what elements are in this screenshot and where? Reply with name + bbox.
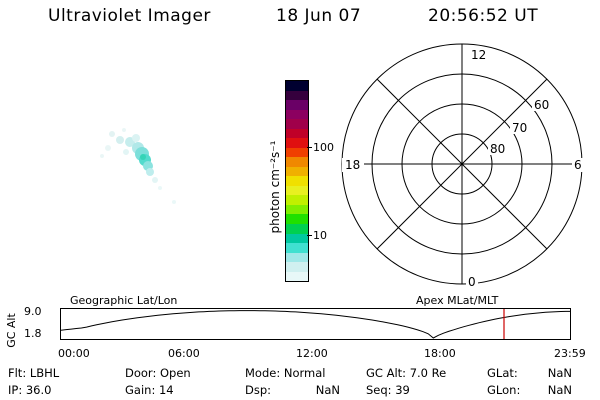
instrument-title: Ultraviolet Imager [48, 6, 211, 26]
aurora-image [100, 128, 176, 204]
xtick-label: 18:00 [424, 347, 456, 360]
colorbar-tick-major [307, 147, 312, 148]
colorbar-tick-major [307, 235, 312, 236]
ytick-label: 1.8 [24, 327, 42, 340]
mlt-label-18: 18 [345, 158, 360, 172]
info-gain: Gain: 14 [125, 383, 174, 397]
colorbar-band [286, 252, 308, 263]
colorbar-band [286, 214, 308, 224]
timeline-ylabel: GC Alt [4, 313, 18, 348]
colorbar-band [286, 81, 308, 91]
colorbar-band [286, 223, 308, 234]
xtick-label: 23:59 [554, 347, 586, 360]
lat-label-80: 80 [490, 142, 505, 156]
lat-label-60: 60 [534, 98, 549, 112]
colorbar-band [286, 128, 308, 139]
polar-plot: 12 18 6 0 60 70 80 [341, 43, 586, 289]
geographic-title: Geographic Lat/Lon [70, 294, 178, 307]
info-glon: GLon: NaN [487, 383, 572, 397]
info-mode: Mode: Normal [245, 366, 326, 380]
colorbar-band [286, 271, 308, 281]
colorbar-band [286, 195, 308, 205]
colorbar [285, 80, 309, 282]
colorbar-band [286, 185, 308, 196]
ytick-label: 9.0 [24, 305, 42, 318]
mlt-label-0: 0 [468, 275, 476, 289]
info-door: Door: Open [125, 366, 191, 380]
lat-label-70: 70 [512, 121, 527, 135]
colorbar-band [286, 119, 308, 129]
colorbar-band [286, 233, 308, 244]
info-ip: IP: 36.0 [8, 383, 52, 397]
colorbar-band [286, 157, 308, 167]
apex-title: Apex MLat/MLT [416, 294, 499, 307]
colorbar-band [286, 138, 308, 148]
colorbar-band [286, 109, 308, 120]
time-label: 20:56:52 UT [428, 6, 539, 26]
info-gc-alt: GC Alt: 7.0 Re [366, 366, 447, 380]
mlt-label-12: 12 [471, 48, 486, 62]
colorbar-tick-label: 100 [313, 141, 334, 154]
info-dsp: Dsp: NaN [245, 383, 340, 397]
info-seq: Seq: 39 [366, 383, 410, 397]
colorbar-band [286, 243, 308, 253]
colorbar-band [286, 204, 308, 215]
mlt-label-6: 6 [574, 158, 582, 172]
date-label: 18 Jun 07 [276, 6, 362, 26]
colorbar-band [286, 262, 308, 272]
colorbar-band [286, 90, 308, 101]
info-flt: Flt: LBHL [8, 366, 60, 380]
colorbar-band [286, 166, 308, 177]
info-glat: GLat: NaN [487, 366, 572, 380]
colorbar-axis-label: photon cm⁻²s⁻¹ [268, 140, 282, 234]
xtick-label: 06:00 [168, 347, 200, 360]
colorbar-tick-label: 10 [313, 229, 327, 242]
altitude-curve [60, 310, 571, 339]
xtick-label: 00:00 [58, 347, 90, 360]
colorbar-band [286, 176, 308, 186]
altitude-timeline [60, 308, 571, 340]
colorbar-band [286, 100, 308, 110]
xtick-label: 12:00 [296, 347, 328, 360]
colorbar-band [286, 147, 308, 158]
